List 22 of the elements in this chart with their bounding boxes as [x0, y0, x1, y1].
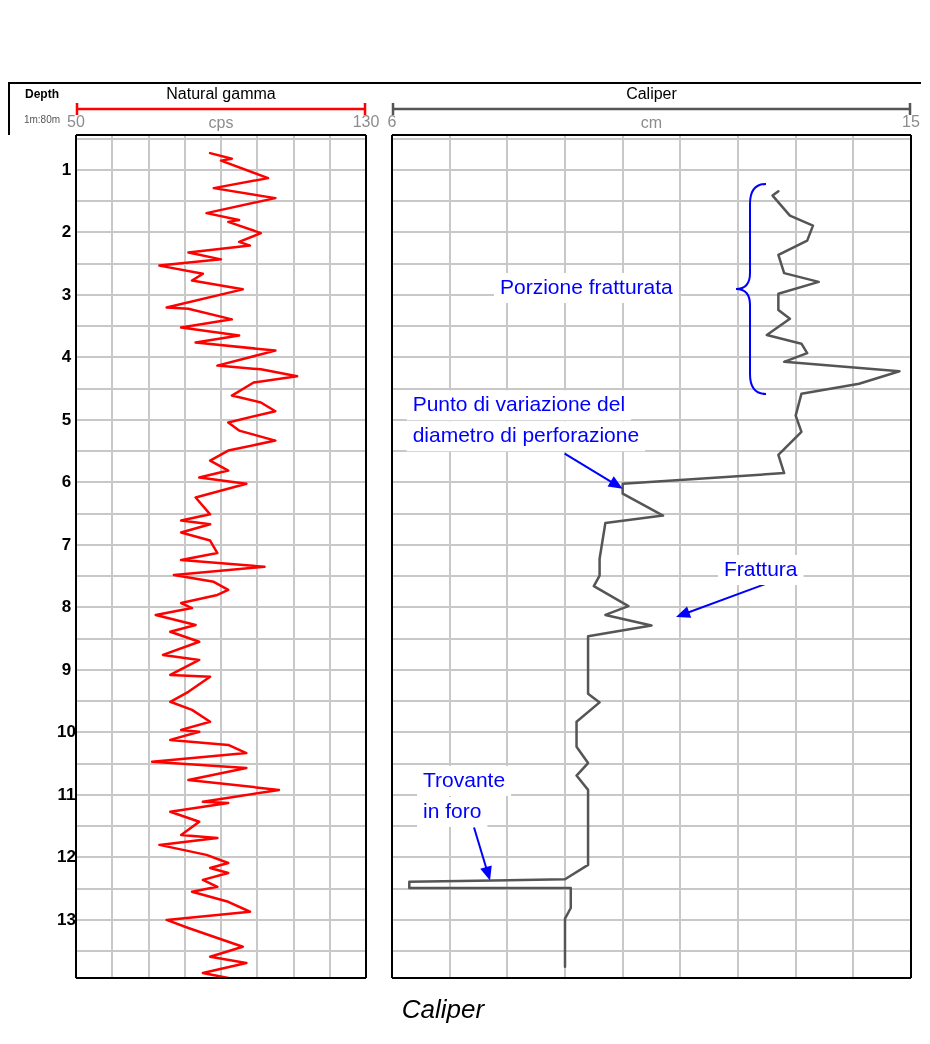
x-axis-title: cm	[640, 114, 663, 132]
x-tick-label: 15	[902, 112, 920, 130]
y-tick-label: 4	[61, 347, 72, 367]
y-tick-label: 13	[57, 909, 77, 929]
annotation: Frattura	[724, 556, 798, 580]
y-tick-label: 3	[61, 284, 72, 304]
y-tick-label: 1	[61, 159, 72, 179]
annotation: Punto di variazione del diametro di perforazione	[412, 391, 640, 446]
y-tick-label: 12	[57, 847, 77, 867]
y-tick-label: 2	[61, 222, 72, 242]
y-tick-label: 9	[61, 659, 72, 679]
y-tick-label: 11	[57, 784, 76, 804]
y-tick-label: 8	[61, 597, 72, 617]
annotation: Trovante in foro	[423, 767, 506, 822]
y-tick-label: 10	[57, 722, 77, 742]
annotation: Porzione fratturata	[500, 274, 674, 298]
y-tick-label: 7	[61, 534, 72, 554]
x-tick-label: 6	[387, 112, 397, 130]
text: Caliper	[400, 994, 486, 1025]
chart-title: Caliper	[626, 85, 678, 103]
y-tick-label: 6	[61, 472, 72, 492]
y-tick-label: 5	[61, 409, 72, 429]
